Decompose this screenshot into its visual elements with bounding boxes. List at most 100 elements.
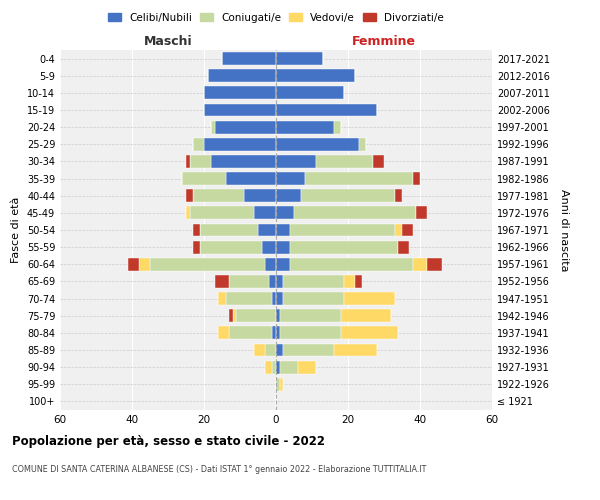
Text: Popolazione per età, sesso e stato civile - 2022: Popolazione per età, sesso e stato civil… <box>12 435 325 448</box>
Bar <box>298 360 316 374</box>
Bar <box>341 310 391 322</box>
Bar <box>395 190 402 202</box>
Bar <box>193 138 204 150</box>
Bar <box>359 138 366 150</box>
Bar <box>416 206 427 220</box>
Bar <box>355 275 362 288</box>
Bar <box>373 155 384 168</box>
Bar <box>276 224 290 236</box>
Bar <box>150 258 265 270</box>
Bar <box>344 292 395 305</box>
Bar <box>200 224 258 236</box>
Bar <box>265 258 276 270</box>
Bar <box>290 258 413 270</box>
Bar <box>254 344 265 356</box>
Bar <box>236 310 276 322</box>
Bar <box>258 224 276 236</box>
Bar <box>128 258 139 270</box>
Bar <box>276 104 377 117</box>
Bar <box>427 258 442 270</box>
Bar <box>276 378 280 390</box>
Bar <box>341 326 398 340</box>
Bar <box>200 240 262 254</box>
Bar <box>276 360 280 374</box>
Bar <box>276 86 344 100</box>
Bar <box>190 206 254 220</box>
Bar <box>211 155 276 168</box>
Bar <box>276 310 280 322</box>
Bar <box>280 310 341 322</box>
Text: Maschi: Maschi <box>143 36 193 49</box>
Bar <box>272 326 276 340</box>
Bar <box>229 310 233 322</box>
Bar <box>276 190 301 202</box>
Bar <box>193 240 200 254</box>
Bar <box>204 86 276 100</box>
Bar <box>334 344 377 356</box>
Bar <box>193 190 244 202</box>
Bar <box>398 240 409 254</box>
Bar <box>276 206 294 220</box>
Bar <box>218 292 226 305</box>
Bar <box>186 190 193 202</box>
Y-axis label: Anni di nascita: Anni di nascita <box>559 188 569 271</box>
Bar <box>244 190 276 202</box>
Bar <box>276 52 323 65</box>
Bar <box>413 172 420 185</box>
Bar <box>280 378 283 390</box>
Bar <box>283 292 344 305</box>
Text: COMUNE DI SANTA CATERINA ALBANESE (CS) - Dati ISTAT 1° gennaio 2022 - Elaborazio: COMUNE DI SANTA CATERINA ALBANESE (CS) -… <box>12 465 427 474</box>
Bar <box>204 138 276 150</box>
Bar <box>272 292 276 305</box>
Bar <box>290 224 395 236</box>
Bar <box>316 155 373 168</box>
Bar <box>229 275 269 288</box>
Bar <box>276 240 290 254</box>
Bar <box>226 292 272 305</box>
Text: Femmine: Femmine <box>352 36 416 49</box>
Bar <box>276 138 359 150</box>
Bar <box>276 275 283 288</box>
Bar <box>265 360 272 374</box>
Bar <box>272 360 276 374</box>
Bar <box>204 104 276 117</box>
Bar <box>211 120 215 134</box>
Bar <box>262 240 276 254</box>
Bar <box>294 206 416 220</box>
Bar <box>276 155 316 168</box>
Bar <box>334 120 341 134</box>
Bar <box>218 326 229 340</box>
Bar <box>186 155 190 168</box>
Bar <box>265 344 276 356</box>
Bar <box>276 258 290 270</box>
Bar <box>182 172 226 185</box>
Bar <box>276 292 283 305</box>
Bar <box>186 206 190 220</box>
Bar <box>283 275 344 288</box>
Bar <box>226 172 276 185</box>
Bar <box>280 326 341 340</box>
Bar <box>215 275 229 288</box>
Bar <box>276 120 334 134</box>
Bar <box>395 224 402 236</box>
Bar <box>215 120 276 134</box>
Bar <box>276 70 355 82</box>
Bar <box>139 258 150 270</box>
Bar <box>193 224 200 236</box>
Bar <box>208 70 276 82</box>
Y-axis label: Fasce di età: Fasce di età <box>11 197 21 263</box>
Bar <box>402 224 413 236</box>
Bar <box>283 344 334 356</box>
Bar <box>269 275 276 288</box>
Bar <box>280 360 298 374</box>
Bar <box>276 326 280 340</box>
Bar <box>222 52 276 65</box>
Bar <box>276 344 283 356</box>
Bar <box>254 206 276 220</box>
Bar <box>344 275 355 288</box>
Bar <box>190 155 211 168</box>
Bar <box>229 326 272 340</box>
Legend: Celibi/Nubili, Coniugati/e, Vedovi/e, Divorziati/e: Celibi/Nubili, Coniugati/e, Vedovi/e, Di… <box>104 8 448 26</box>
Bar <box>413 258 427 270</box>
Bar <box>276 172 305 185</box>
